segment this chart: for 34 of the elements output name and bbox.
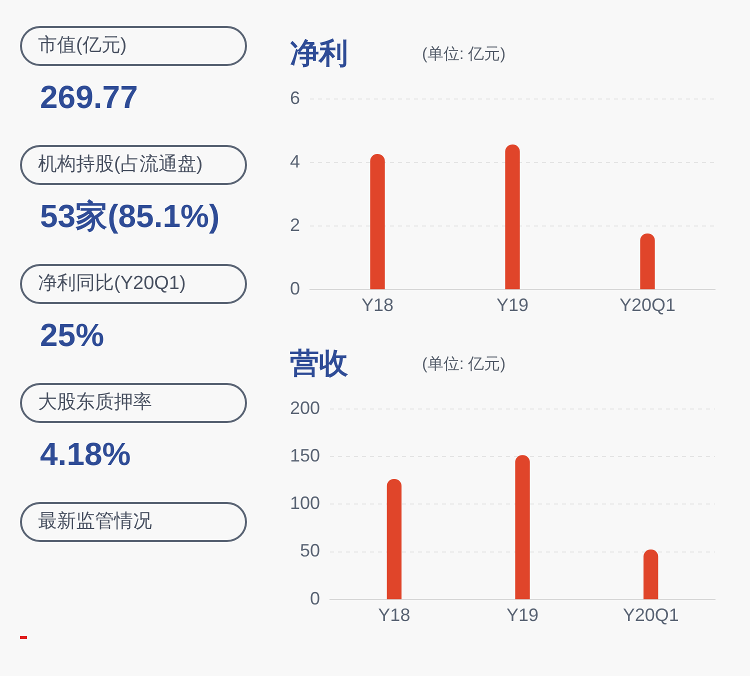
y-tick-label: 100 <box>290 493 320 514</box>
text: 53家(85.1%) <box>39 197 221 236</box>
y-tick-label: 4 <box>290 151 300 172</box>
chart-title: 营收 <box>290 347 348 382</box>
x-tick-label: Y20Q1 <box>622 605 679 626</box>
text: 269.77 <box>39 78 139 117</box>
y-tick-label: 150 <box>290 445 320 466</box>
bar <box>640 233 655 290</box>
category-label: 净利同比(Y20Q1) <box>20 264 247 304</box>
y-tick-label: 200 <box>290 398 320 418</box>
category-label: 最新监管情况 <box>20 502 247 542</box>
y-tick-label: 50 <box>300 540 320 561</box>
chart-subtitle: (单位: 亿元) <box>422 355 506 375</box>
bar <box>515 455 530 600</box>
category-label: 市值(亿元) <box>20 26 247 66</box>
y-tick-label: 6 <box>290 88 300 108</box>
text: 4.18% <box>39 435 132 474</box>
text: 25% <box>39 316 106 355</box>
bar <box>370 154 385 290</box>
category-label: 大股东质押率 <box>20 383 247 423</box>
x-tick-label: Y18 <box>378 605 410 626</box>
y-tick-label: 2 <box>290 214 300 235</box>
y-tick-label: 0 <box>310 588 320 608</box>
x-tick-label: Y20Q1 <box>619 295 676 316</box>
x-tick-label: Y19 <box>506 605 539 626</box>
bar <box>386 478 402 600</box>
category-label: 机构持股(占流通盘) <box>20 145 247 185</box>
chart-title: 净利 <box>290 37 348 72</box>
x-tick-label: Y18 <box>361 295 394 316</box>
x-tick-label: Y19 <box>496 295 529 316</box>
bar <box>505 144 520 290</box>
y-tick-label: 0 <box>290 278 300 298</box>
bar <box>644 550 658 600</box>
chart-subtitle: (单位: 亿元) <box>422 45 506 65</box>
